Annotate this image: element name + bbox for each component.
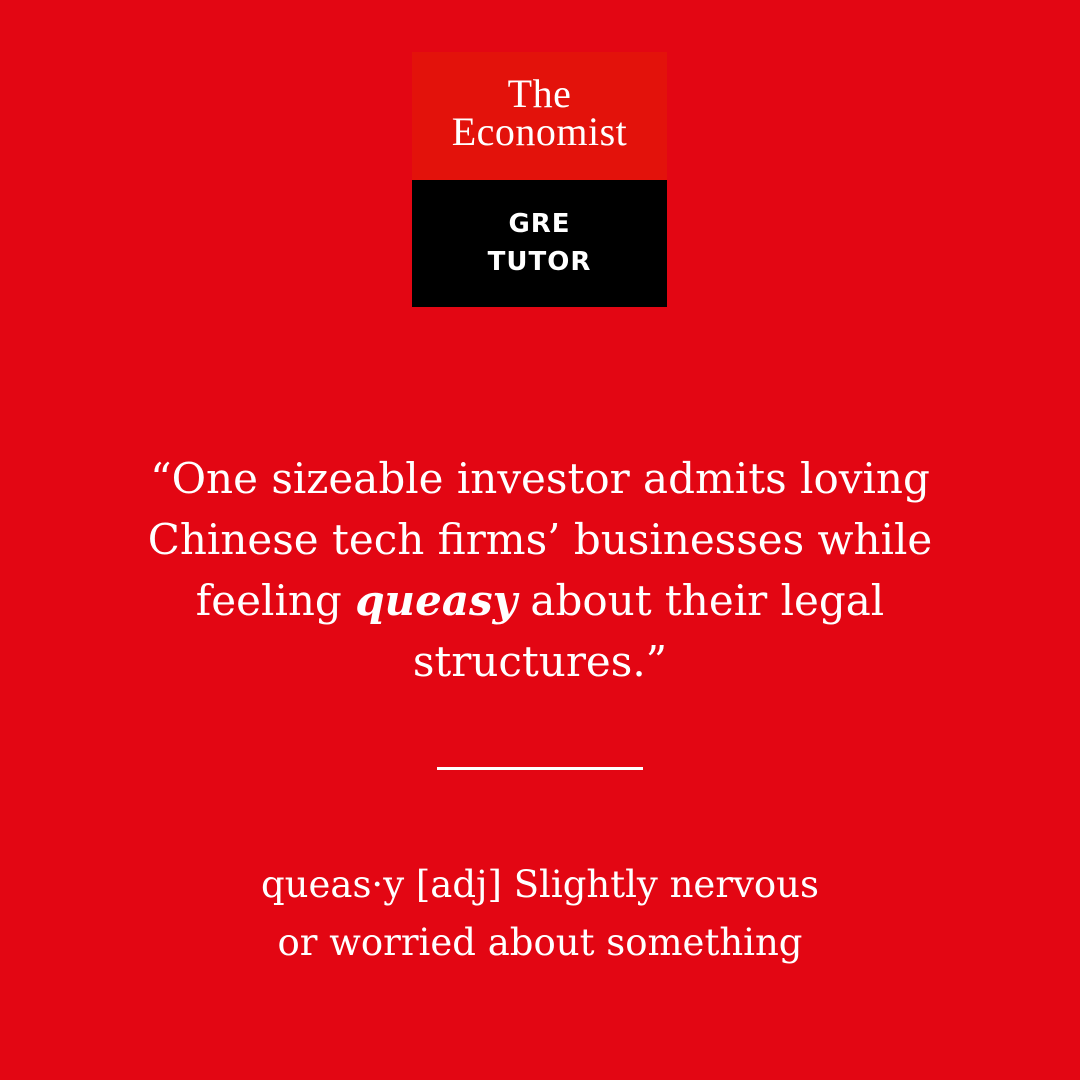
divider-line [437,767,643,770]
logo-word-economist: Economist [451,109,628,154]
quote-line: feeling queasy about their legal [120,570,960,631]
economist-gre-tutor-logo: The Economist GRE TUTOR [412,52,667,307]
definition-text: queas·y [adj] Slightly nervous or worrie… [140,856,940,972]
logo-subtitle-block: GRE TUTOR [412,180,667,307]
quote-line: structures.” [412,637,668,686]
logo-masthead: The Economist [412,52,667,180]
logo-word-the: The [507,71,572,116]
quote-text: “One sizeable investor admits loving Chi… [120,448,960,692]
quote-line: Chinese tech firms’ businesses while [147,515,933,564]
quote-fragment: about their legal [517,576,885,625]
quote-line: “One sizeable investor admits loving [150,454,930,503]
logo-subtitle-tutor: TUTOR [487,247,592,277]
logo-subtitle-gre: GRE [508,209,571,239]
definition-line: or worried about something [277,921,803,964]
vocabulary-word: queasy [355,576,518,625]
definition-line: queas·y [adj] Slightly nervous [260,863,820,906]
quote-fragment: feeling [195,576,356,625]
